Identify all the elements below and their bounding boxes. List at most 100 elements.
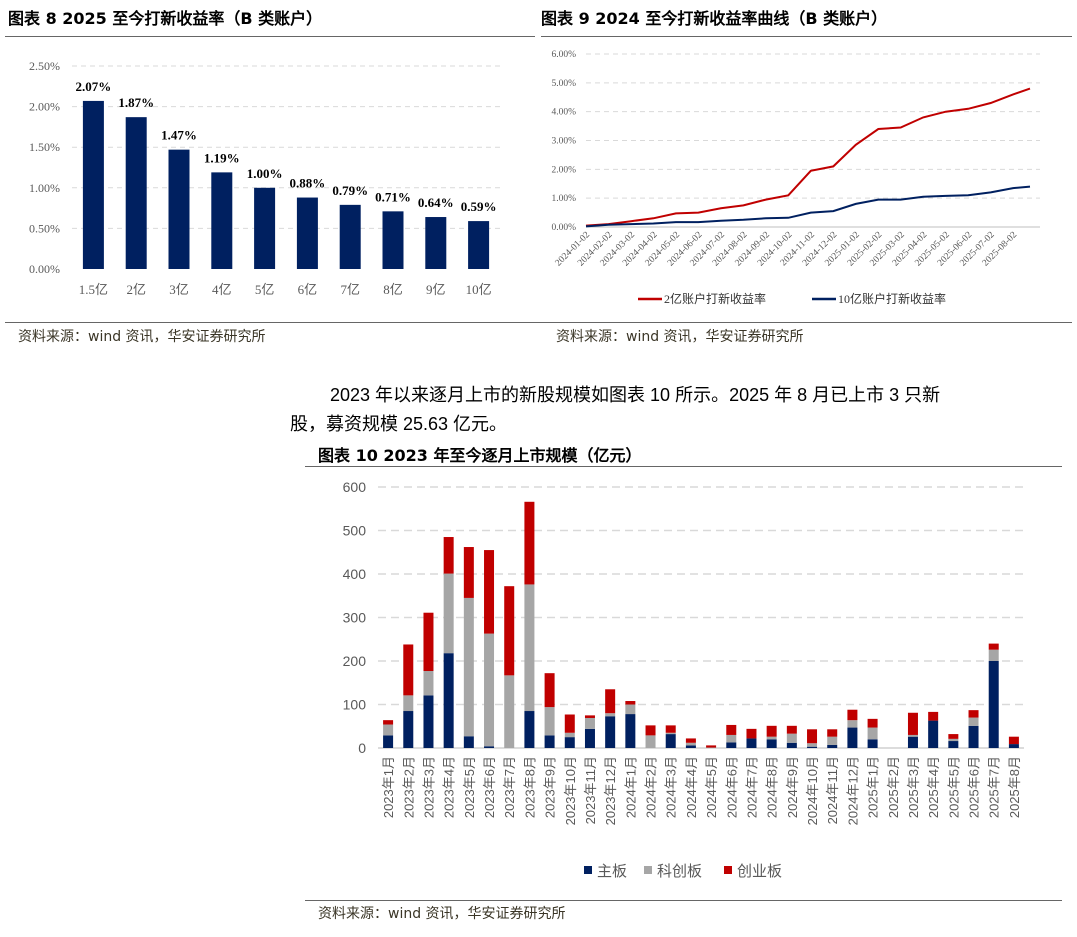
bar-segment-main-board: [564, 737, 575, 748]
bar-segment-main-board: [685, 745, 696, 748]
bar-segment-main-board: [766, 739, 777, 748]
x-tick-label: 2023年11月: [583, 756, 598, 824]
y-tick-label: 600: [343, 479, 367, 495]
figure9-title-divider: [541, 36, 1072, 37]
x-tick-label: 3亿: [169, 282, 189, 297]
bar-segment-main-board: [786, 742, 797, 748]
bar-segment-star-market: [867, 727, 878, 740]
bar-segment-chinext: [685, 738, 696, 743]
y-tick-label: 3.00%: [551, 137, 576, 147]
bar: [468, 221, 490, 269]
bar-segment-chinext: [726, 724, 737, 735]
x-tick-label: 9亿: [426, 282, 446, 297]
figure9-source: 资料来源：wind 资讯，华安证券研究所: [556, 329, 804, 345]
x-tick-label: 2025年8月: [1007, 756, 1022, 818]
data-label: 0.59%: [461, 199, 497, 214]
paragraph-line-1: 2023 年以来逐月上市的新股规模如图表 10 所示。2025 年 8 月已上市…: [330, 385, 941, 405]
bar: [296, 197, 318, 269]
bar-segment-main-board: [988, 661, 999, 748]
bar-segment-star-market: [827, 736, 838, 745]
y-tick-label: 2.00%: [29, 100, 60, 114]
bar-segment-chinext: [605, 689, 616, 714]
series-line-10yi: [585, 185, 1031, 228]
bar-segment-chinext: [746, 728, 757, 739]
y-tick-label: 100: [343, 697, 367, 713]
bar-segment-chinext: [766, 725, 777, 737]
bar: [382, 211, 404, 269]
bar-segment-star-market: [504, 675, 515, 748]
x-tick-label: 2024年5月: [704, 756, 719, 818]
bar: [168, 149, 190, 269]
bar-segment-chinext: [625, 701, 636, 705]
bar-segment-star-market: [524, 584, 535, 712]
x-tick-label: 2024年10月: [805, 756, 820, 825]
bar-segment-star-market: [544, 707, 555, 736]
x-tick-label: 2024年11月: [825, 756, 840, 824]
bar-segment-chinext: [968, 710, 979, 718]
x-tick-label: 2023年5月: [462, 756, 477, 818]
legend-label: 主板: [597, 862, 627, 880]
bar-segment-star-market: [766, 736, 777, 740]
bar-segment-chinext: [524, 501, 535, 585]
sources-divider: [5, 322, 1072, 323]
bar-segment-chinext: [504, 586, 515, 676]
bar-segment-main-board: [847, 727, 858, 748]
bar-segment-star-market: [443, 573, 454, 654]
data-label: 2.07%: [76, 79, 112, 94]
bar-segment-main-board: [443, 653, 454, 748]
bar-segment-main-board: [584, 728, 595, 748]
bar-segment-star-market: [564, 732, 575, 738]
x-tick-label: 2024年6月: [724, 756, 739, 818]
legend-label: 科创板: [657, 862, 702, 880]
bar-segment-star-market: [463, 597, 474, 737]
bar-segment-chinext: [948, 734, 959, 739]
x-tick-label: 2023年8月: [522, 756, 537, 818]
bar-segment-main-board: [1008, 744, 1019, 748]
bar-segment-star-market: [948, 738, 959, 742]
x-tick-label: 2023年7月: [502, 756, 517, 818]
bar-segment-chinext: [463, 547, 474, 598]
legend-swatch: [724, 866, 732, 874]
x-tick-label: 1.5亿: [79, 282, 108, 297]
y-tick-label: 2.00%: [551, 165, 576, 175]
bar-segment-star-market: [605, 713, 616, 717]
y-tick-label: 6.00%: [551, 50, 576, 60]
data-label: 1.47%: [161, 128, 197, 143]
bar-segment-star-market: [847, 720, 858, 728]
x-tick-label: 2023年12月: [603, 756, 618, 825]
x-tick-label: 2025年7月: [987, 756, 1002, 818]
x-tick-label: 2023年6月: [482, 756, 497, 818]
x-tick-label: 7亿: [340, 282, 360, 297]
paragraph-line-2: 股，募资规模 25.63 亿元。: [290, 414, 508, 434]
figure9-title: 图表 9 2024 至今打新收益率曲线（B 类账户）: [541, 9, 888, 28]
bar-segment-chinext: [484, 550, 495, 634]
bar-segment-star-market: [665, 732, 676, 735]
bar-segment-main-board: [484, 746, 495, 748]
series-line-2yi: [585, 87, 1031, 227]
bar-segment-main-board: [524, 711, 535, 748]
bar-segment-main-board: [463, 736, 474, 748]
bar-segment-star-market: [423, 671, 434, 696]
y-tick-label: 4.00%: [551, 108, 576, 118]
bar-segment-star-market: [383, 724, 394, 736]
x-tick-label: 2亿: [126, 282, 146, 297]
bar-segment-chinext: [403, 644, 414, 696]
bar-segment-main-board: [605, 716, 616, 748]
figure10-source-divider: [305, 900, 1062, 901]
y-tick-label: 300: [343, 610, 367, 626]
bar-segment-chinext: [988, 643, 999, 650]
bar-segment-main-board: [665, 734, 676, 748]
bar-segment-main-board: [827, 744, 838, 748]
x-tick-label: 2023年1月: [381, 756, 396, 818]
bar-segment-star-market: [968, 717, 979, 726]
bar: [254, 187, 276, 269]
bar-segment-main-board: [928, 720, 939, 748]
bar-segment-chinext: [827, 729, 838, 737]
y-tick-label: 5.00%: [551, 79, 576, 89]
figure8-title-divider: [5, 36, 535, 37]
bar-segment-main-board: [948, 741, 959, 748]
bar-segment-chinext: [584, 715, 595, 718]
x-tick-label: 4亿: [212, 282, 232, 297]
y-tick-label: 0.50%: [29, 221, 60, 235]
bar-segment-star-market: [807, 743, 818, 747]
